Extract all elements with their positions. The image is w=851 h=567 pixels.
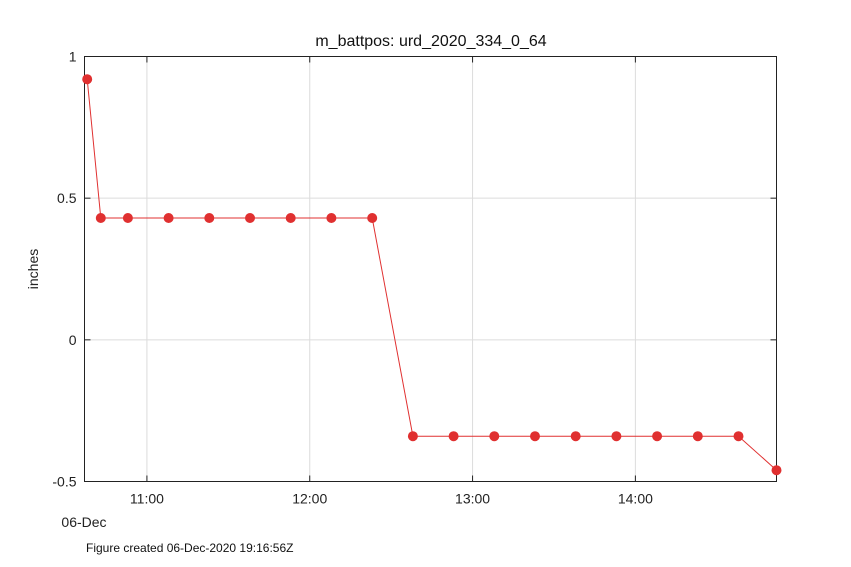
axis-ticks: 11:00 12:00 13:00 14:00 1 0.5 0 -0.5 — [52, 49, 777, 507]
data-point — [326, 213, 337, 223]
data-series — [82, 74, 782, 476]
chart-title: m_battpos: urd_2020_334_0_64 — [315, 33, 546, 50]
data-point — [489, 431, 500, 442]
data-point — [652, 431, 663, 442]
y-axis-label: inches — [25, 249, 41, 289]
data-point — [245, 213, 255, 223]
x-tick-label: 11:00 — [130, 491, 164, 507]
data-point — [82, 74, 93, 85]
x-tick-label: 13:00 — [455, 491, 490, 507]
data-point — [570, 431, 581, 442]
data-point — [204, 213, 215, 223]
data-point — [285, 213, 296, 223]
data-point — [611, 431, 622, 442]
grid-lines — [84, 56, 777, 482]
x-tick-label: 14:00 — [618, 491, 653, 507]
y-tick-label: 0 — [69, 332, 77, 348]
x-date-label: 06-Dec — [61, 514, 106, 530]
data-point — [367, 213, 378, 223]
x-tick-label: 12:00 — [292, 491, 327, 507]
data-point — [530, 431, 540, 442]
y-tick-label: -0.5 — [52, 474, 76, 490]
plot-frame — [84, 56, 777, 482]
y-tick-label: 0.5 — [57, 190, 77, 206]
data-point — [163, 213, 174, 223]
data-point — [122, 213, 133, 223]
data-point — [771, 465, 782, 476]
series-line — [86, 79, 777, 471]
data-point — [95, 213, 106, 223]
data-point — [448, 431, 459, 442]
data-point — [692, 431, 703, 442]
figure-created-note: Figure created 06-Dec-2020 19:16:56Z — [86, 541, 294, 555]
y-tick-label: 1 — [69, 49, 77, 65]
data-point — [733, 431, 744, 442]
data-point — [407, 431, 418, 442]
